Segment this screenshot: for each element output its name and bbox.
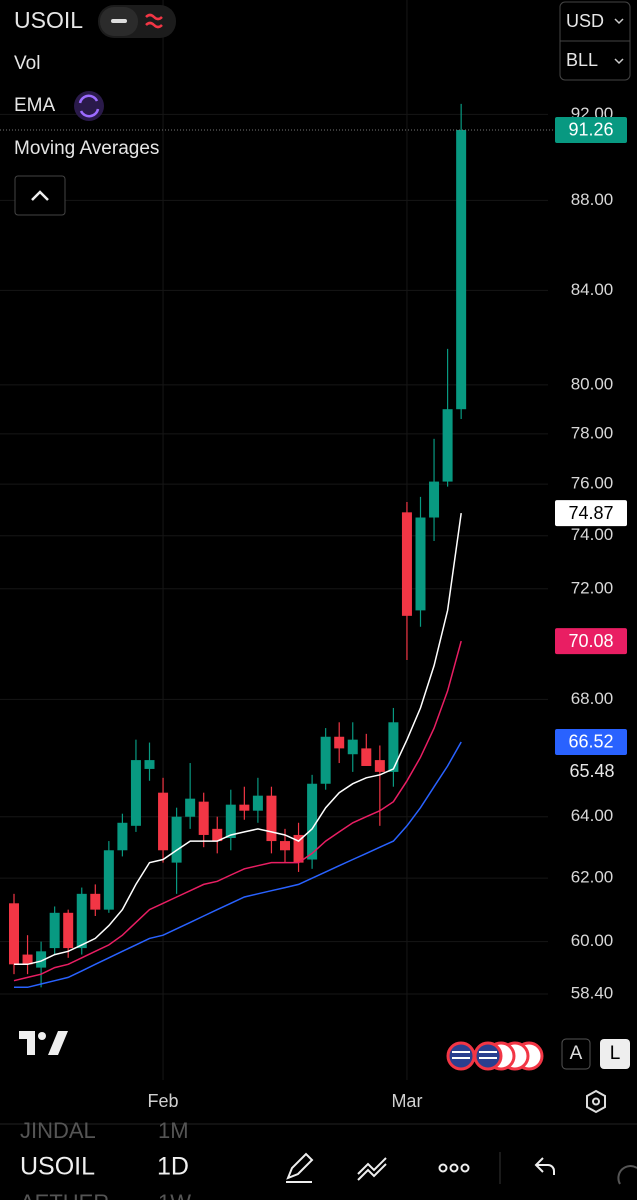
x-tick-label: Mar — [391, 1091, 422, 1111]
y-tick-label: 84.00 — [571, 280, 614, 299]
auto-scale-button[interactable] — [561, 1038, 591, 1070]
candle-body — [90, 893, 101, 910]
candle-body — [198, 801, 209, 835]
candle-body — [22, 954, 33, 965]
symbol[interactable]: USOIL — [14, 7, 83, 33]
candle-body — [252, 795, 263, 811]
y-tick-label: 88.00 — [571, 190, 614, 209]
currency[interactable]: USD — [566, 11, 604, 31]
event-flags[interactable] — [446, 1041, 544, 1071]
axis-layer: 58.40 60.00 62.00 64.00 68.00 72.00 74.00 76.00… — [148, 104, 627, 1111]
candle-body — [374, 760, 385, 772]
candle-body — [63, 912, 74, 949]
y-tick-label: 72.00 — [571, 578, 614, 597]
candle-body — [185, 798, 196, 817]
watchlist-symbol[interactable]: USOIL — [20, 1153, 95, 1181]
watchlist-interval[interactable]: 1D — [157, 1153, 189, 1181]
ema-value-label: 66.52 — [568, 732, 613, 752]
indicator-label[interactable]: Moving Averages — [14, 138, 159, 159]
candle-body — [442, 409, 453, 482]
price-marker-label: 65.48 — [569, 761, 614, 781]
log-scale-button[interactable] — [600, 1039, 630, 1069]
candle-body — [415, 517, 426, 611]
last-price-label-bg — [555, 116, 627, 143]
grid-layer — [0, 0, 548, 1080]
candle-body — [117, 822, 128, 851]
candle-body — [171, 816, 182, 863]
ema-value-label-bg — [555, 728, 627, 755]
candle-body — [225, 804, 236, 839]
visibility-toggle[interactable] — [98, 5, 176, 38]
log-scale-label[interactable]: L — [610, 1043, 621, 1064]
candle-body — [239, 804, 250, 811]
candle-body — [266, 795, 277, 842]
settings-icon-center — [592, 1097, 600, 1106]
y-tick-label: 78.00 — [571, 423, 614, 442]
toolbar — [0, 1124, 637, 1200]
watchlist-interval[interactable]: 1M — [158, 1118, 189, 1143]
candle-body — [388, 722, 399, 772]
candle-body — [347, 739, 358, 755]
watchlist-interval[interactable]: 1W — [158, 1190, 191, 1200]
candle-body — [280, 841, 290, 851]
candle-body — [130, 760, 141, 826]
candle-body — [320, 736, 331, 784]
candle-body — [401, 512, 412, 616]
candle-body — [49, 912, 60, 949]
ema-line — [14, 512, 462, 966]
candle-body — [36, 951, 47, 968]
watchlist-symbol[interactable]: AETHER — [20, 1190, 109, 1200]
candle-body — [334, 736, 345, 749]
watchlist-symbol[interactable]: JINDAL — [20, 1118, 96, 1143]
y-tick-label: 68.00 — [571, 689, 614, 708]
ema-value-label: 74.87 — [568, 503, 613, 523]
line-tool[interactable] — [357, 1157, 387, 1181]
y-tick-label: 64.00 — [571, 806, 614, 825]
y-tick-label: 58.40 — [571, 983, 614, 1002]
candle-body — [361, 748, 372, 766]
candle-body — [307, 783, 318, 860]
candle-body — [429, 481, 440, 518]
y-tick-label: 80.00 — [571, 374, 614, 393]
more-menu[interactable] — [438, 1163, 470, 1173]
candle-body — [9, 903, 19, 965]
candle-body — [76, 893, 87, 949]
redo-button[interactable] — [617, 1165, 637, 1185]
candle-body — [212, 828, 223, 842]
candle-body — [103, 850, 114, 910]
indicator-label[interactable]: EMA — [14, 95, 56, 116]
ema-value-label: 70.08 — [568, 631, 613, 651]
candle-body — [293, 834, 304, 863]
draw-tool[interactable] — [286, 1152, 314, 1183]
ema-value-label-bg — [555, 628, 627, 655]
ema-line — [14, 741, 462, 989]
collapse-button[interactable] — [14, 175, 66, 216]
settings-icon[interactable] — [586, 1089, 606, 1114]
unit[interactable]: BLL — [566, 50, 598, 70]
x-tick-label: Feb — [148, 1091, 179, 1111]
plot-layer — [0, 103, 555, 989]
indicator-loading-icon — [74, 91, 104, 121]
ema-line — [13, 640, 462, 982]
y-tick-label: 74.00 — [571, 525, 614, 544]
undo-button[interactable] — [534, 1157, 555, 1175]
auto-scale-label[interactable]: A — [570, 1043, 583, 1064]
currency-box[interactable] — [559, 1, 631, 81]
y-tick-label: 60.00 — [571, 931, 614, 950]
last-price-label: 91.26 — [568, 120, 613, 140]
ema-value-label-bg — [555, 500, 627, 527]
indicator-label[interactable]: Vol — [14, 53, 40, 74]
candle-body — [456, 129, 467, 410]
logo — [19, 1031, 68, 1055]
y-tick-label: 76.00 — [571, 474, 614, 493]
candle-body — [144, 760, 155, 769]
candle-body — [158, 792, 169, 851]
y-tick-label: 62.00 — [571, 868, 614, 887]
